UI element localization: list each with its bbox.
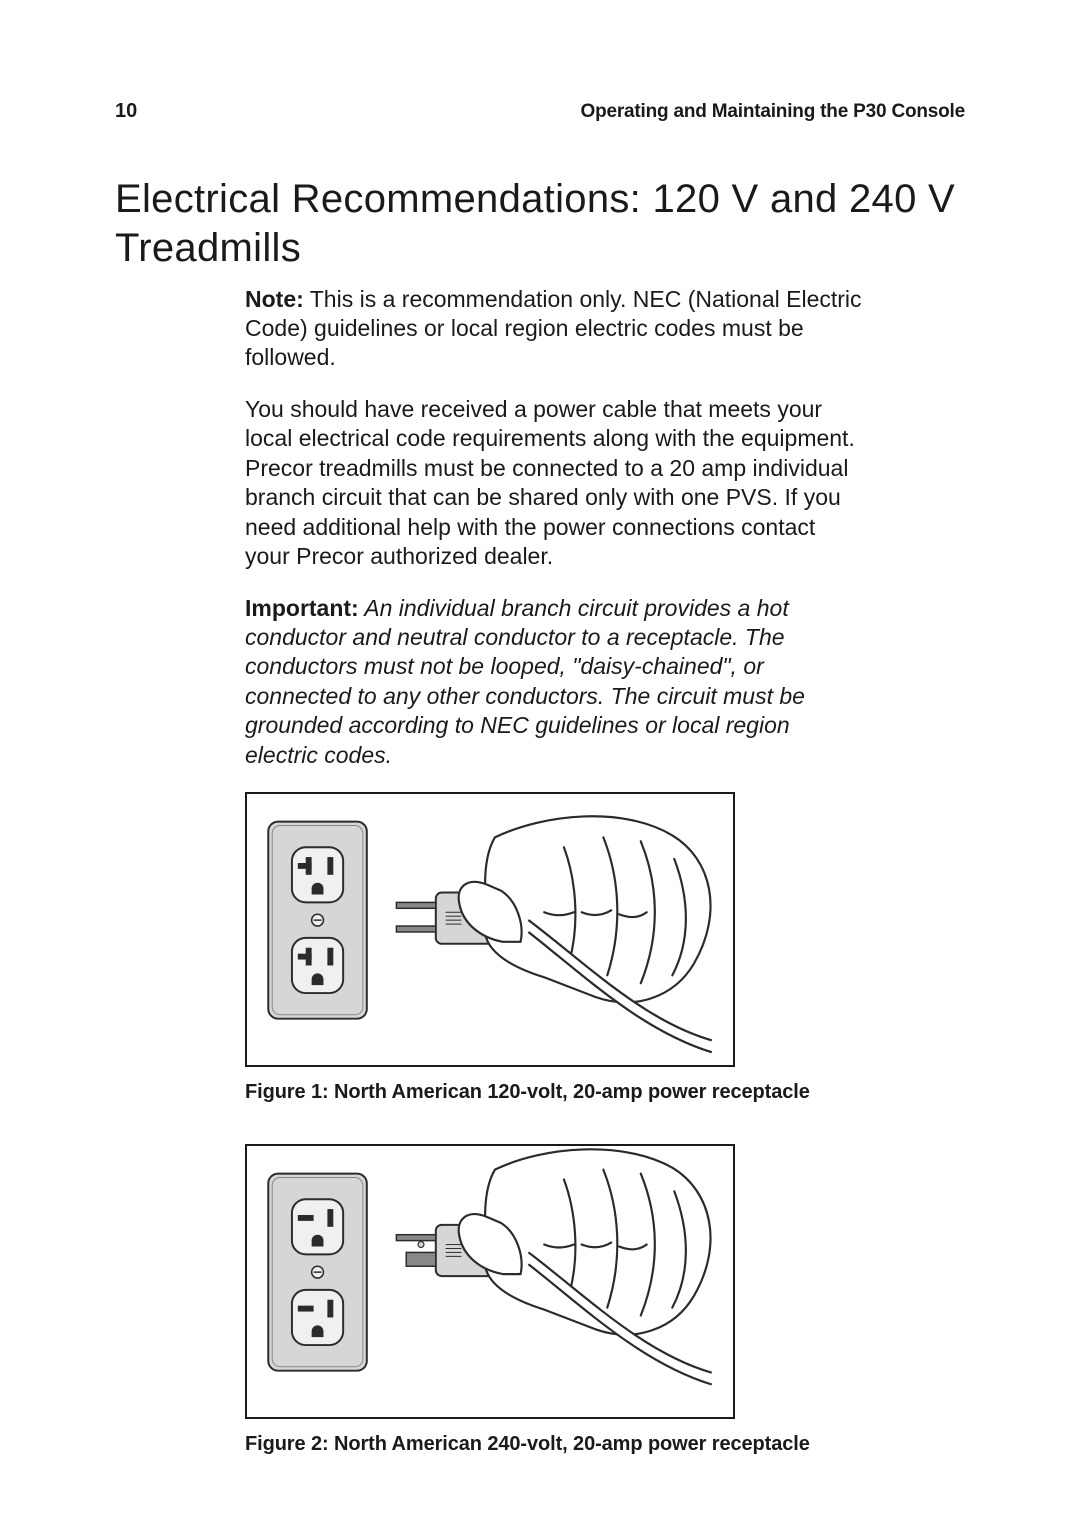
page-number: 10 — [115, 100, 137, 123]
running-header: Operating and Maintaining the P30 Consol… — [580, 101, 965, 123]
figure-1-caption: Figure 1: North American 120-volt, 20-am… — [245, 1081, 865, 1104]
note-label: Note: — [245, 286, 304, 312]
note-text: This is a recommendation only. NEC (Nati… — [245, 286, 862, 371]
receptacle-plug-120v-icon — [247, 794, 733, 1065]
figure-1-image — [245, 792, 735, 1067]
receptacle-plug-240v-icon — [247, 1146, 733, 1417]
body-block: Note: This is a recommendation only. NEC… — [245, 285, 865, 1457]
page-header: 10 Operating and Maintaining the P30 Con… — [115, 100, 965, 123]
note-paragraph: Note: This is a recommendation only. NEC… — [245, 285, 865, 373]
figure-2-image — [245, 1144, 735, 1419]
body-paragraph-1: You should have received a power cable t… — [245, 395, 865, 572]
section-title: Electrical Recommendations: 120 V and 24… — [115, 175, 965, 273]
important-label: Important: — [245, 595, 359, 621]
important-paragraph: Important: An individual branch circuit … — [245, 594, 865, 771]
document-page: 10 Operating and Maintaining the P30 Con… — [0, 0, 1080, 1535]
figure-2-caption: Figure 2: North American 240-volt, 20-am… — [245, 1433, 865, 1456]
